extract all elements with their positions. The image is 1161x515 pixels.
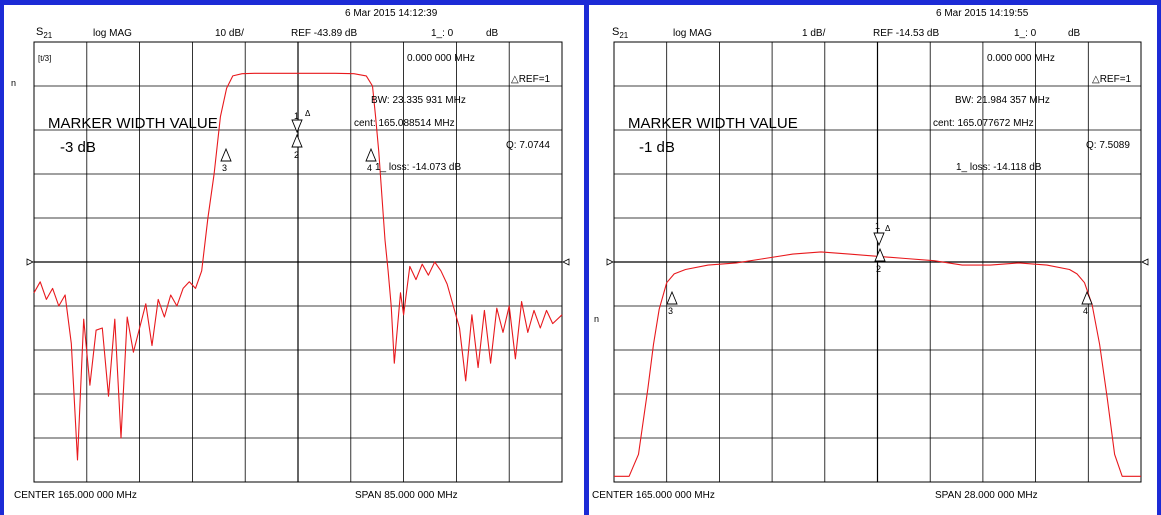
left-center-frequency: CENTER 165.000 000 MHz xyxy=(14,490,137,501)
right-parameter: S21 xyxy=(612,26,629,41)
left-bandwidth: BW: 23.335 931 MHz xyxy=(371,95,466,106)
reference-arrow-left xyxy=(26,258,34,266)
right-level: -1 dB xyxy=(639,139,675,156)
left-marker-4-label: 4 xyxy=(367,163,373,173)
left-marker-readout: 1_: 0 xyxy=(431,28,454,39)
reference-arrow-right xyxy=(562,258,570,266)
right-timestamp: 6 Mar 2015 14:19:55 xyxy=(936,8,1029,19)
left-marker-1-label: 1 xyxy=(294,111,300,121)
left-reference: REF -43.89 dB xyxy=(291,28,358,39)
marker-1-icon xyxy=(873,232,885,247)
right-marker-3-label: 3 xyxy=(668,306,674,316)
marker-4-icon xyxy=(1081,290,1093,305)
left-title: MARKER WIDTH VALUE xyxy=(48,115,218,132)
left-parameter: S21 xyxy=(36,26,53,41)
right-center-frequency: CENTER 165.000 000 MHz xyxy=(592,490,715,501)
left-marker-frequency: 0.000 000 MHz xyxy=(407,53,475,64)
marker-1-icon xyxy=(291,119,303,134)
right-format: log MAG xyxy=(673,28,712,39)
right-side-mark: n xyxy=(594,314,600,324)
left-level: -3 dB xyxy=(60,139,96,156)
trace-line xyxy=(33,72,563,461)
right-marker-unit: dB xyxy=(1068,28,1081,39)
right-marker-1-delta: Δ xyxy=(885,224,891,233)
left-aux-icon: [t/3] xyxy=(38,54,52,63)
left-scale: 10 dB/ xyxy=(215,28,244,39)
left-marker-unit: dB xyxy=(486,28,499,39)
right-center-value: cent: 165.077672 MHz xyxy=(933,118,1034,129)
left-side-mark: n xyxy=(11,78,17,88)
marker-2-icon xyxy=(874,247,886,262)
left-timestamp: 6 Mar 2015 14:12:39 xyxy=(345,8,438,19)
left-q-value: Q: 7.0744 xyxy=(506,140,550,151)
left-center-value: cent: 165.088514 MHz xyxy=(354,118,455,129)
delta-icon: △ xyxy=(511,74,519,85)
marker-2-icon xyxy=(291,133,303,148)
left-chart xyxy=(26,41,570,483)
right-marker-readout: 1_: 0 xyxy=(1014,28,1037,39)
marker-4-icon xyxy=(365,147,377,162)
right-marker-1-label: 1 xyxy=(875,221,881,231)
left-loss: 1_ loss: -14.073 dB xyxy=(375,162,462,173)
left-span: SPAN 85.000 000 MHz xyxy=(355,490,458,501)
marker-3-icon xyxy=(666,290,678,305)
left-marker-1-delta: Δ xyxy=(305,109,311,118)
right-q-value: Q: 7.5089 xyxy=(1086,140,1130,151)
right-marker-frequency: 0.000 000 MHz xyxy=(987,53,1055,64)
right-ref-marker: △REF=1 xyxy=(1092,74,1132,85)
right-scale: 1 dB/ xyxy=(802,28,826,39)
left-format: log MAG xyxy=(93,28,132,39)
right-marker-2-label: 2 xyxy=(876,264,882,274)
reference-arrow-left xyxy=(606,258,614,266)
delta-icon: △ xyxy=(1092,74,1100,85)
left-marker-2-label: 2 xyxy=(294,150,300,160)
left-marker-3-label: 3 xyxy=(222,163,228,173)
right-title: MARKER WIDTH VALUE xyxy=(628,115,798,132)
left-ref-marker: △REF=1 xyxy=(511,74,551,85)
right-marker-4-label: 4 xyxy=(1083,306,1089,316)
reference-arrow-right xyxy=(1141,258,1149,266)
right-reference: REF -14.53 dB xyxy=(873,28,940,39)
right-loss: 1_ loss: -14.118 dB xyxy=(956,162,1042,173)
marker-3-icon xyxy=(220,147,232,162)
right-span: SPAN 28.000 000 MHz xyxy=(935,490,1038,501)
right-bandwidth: BW: 21.984 357 MHz xyxy=(955,95,1050,106)
